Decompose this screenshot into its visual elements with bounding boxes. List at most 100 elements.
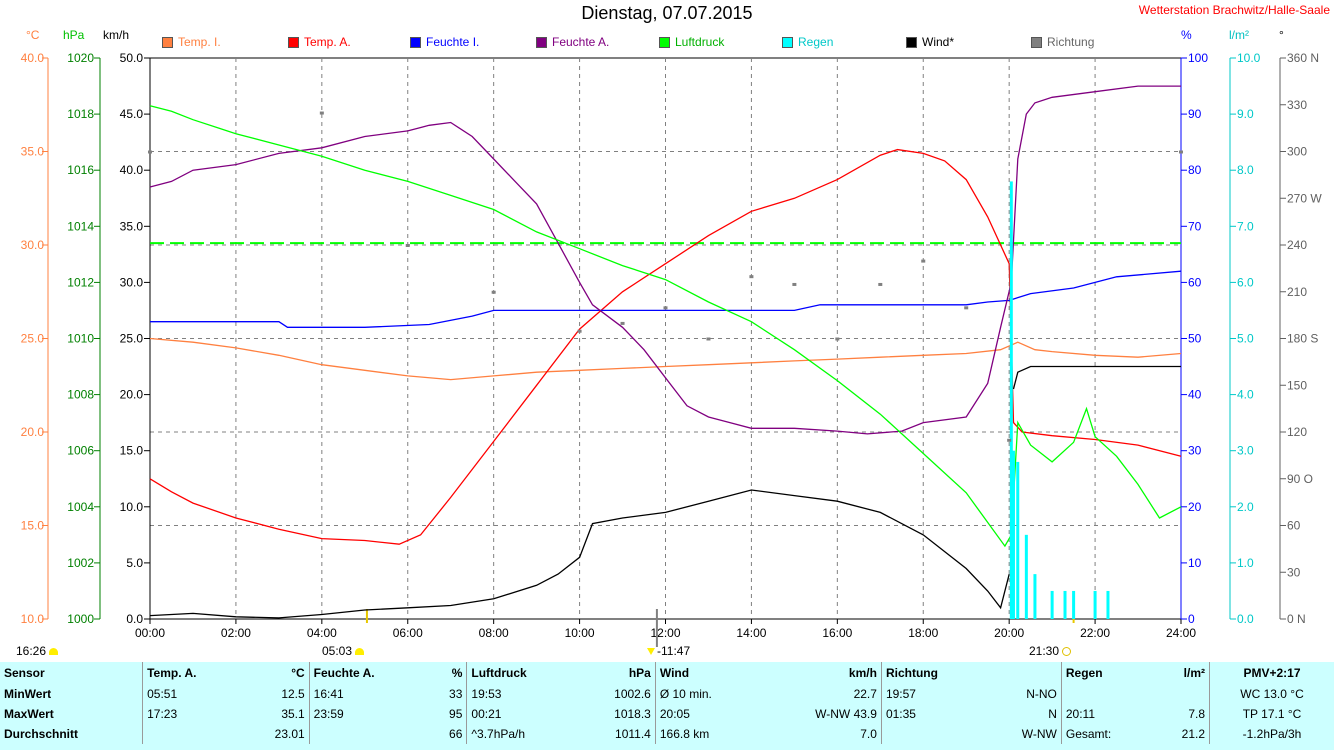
y-tick-label: 25.0 — [120, 332, 144, 346]
humidity-unit: % — [1181, 28, 1192, 42]
rain-bar — [1072, 590, 1076, 619]
y-tick-label: 80 — [1188, 163, 1202, 177]
table-cell: 21.2 — [1181, 727, 1205, 741]
series-line — [150, 270, 1182, 328]
table-row: MinWert 05:51 12.5 16:41 33 19:53 1002.6… — [0, 684, 1334, 704]
y-tick-label: 210 — [1287, 285, 1307, 299]
x-tick-label: 04:00 — [307, 626, 337, 640]
legend-swatch — [410, 36, 421, 48]
y-tick-label: 60 — [1287, 519, 1301, 533]
rain-bar — [1016, 461, 1020, 619]
table-cell: 23:59 — [308, 704, 430, 724]
y-tick-label: 2.0 — [1237, 500, 1254, 514]
moon-icon — [49, 648, 59, 656]
table-cell: 16:41 — [308, 684, 430, 704]
y-tick-label: 40.0 — [21, 51, 45, 65]
y-tick-label: 1002 — [67, 556, 94, 570]
x-tick-label: 14:00 — [736, 626, 766, 640]
y-tick-label: 70 — [1188, 219, 1202, 233]
y-tick-label: 1014 — [67, 219, 94, 233]
legend-swatch — [906, 36, 917, 48]
y-tick-label: 1004 — [67, 500, 94, 514]
table-cell: 19:57 — [880, 684, 986, 704]
direction-mark — [319, 111, 324, 115]
y-tick-label: 120 — [1287, 425, 1307, 439]
x-tick-label: 18:00 — [908, 626, 938, 640]
legend-label: Feuchte I. — [426, 35, 480, 49]
table-header-cell: Luftdruck — [466, 662, 578, 684]
table-cell: 7.8 — [1188, 707, 1205, 721]
y-tick-label: 30 — [1188, 444, 1202, 458]
table-header-cell: Feuchte A. — [308, 662, 430, 684]
y-tick-label: 30 — [1287, 565, 1301, 579]
table-header-cell — [986, 662, 1061, 684]
table-cell — [1060, 684, 1155, 704]
table-header-cell: l/m² — [1183, 666, 1205, 680]
y-tick-label: 1008 — [67, 388, 94, 402]
table-header-cell: hPa — [628, 666, 651, 680]
table-header-cell: PMV+2:17 — [1209, 662, 1334, 684]
y-tick-label: 10.0 — [21, 612, 45, 626]
legend-item: Regen — [782, 35, 833, 49]
direction-mark — [491, 290, 496, 294]
table-cell: -1.2hPa/3h — [1209, 724, 1334, 744]
station-name: Wetterstation Brachwitz/Halle-Saale — [1138, 3, 1330, 17]
y-tick-label: 60 — [1188, 275, 1202, 289]
table-header-cell: Richtung — [880, 662, 986, 684]
legend-item: Feuchte A. — [536, 35, 609, 49]
chart-axes: 00:00 02:00 04:00 06:00 08:00 10:00 12:00 14:00… — [21, 51, 1322, 647]
y-tick-label: 0 — [1188, 612, 1195, 626]
direction-mark — [878, 282, 883, 286]
y-tick-label: 50 — [1188, 332, 1202, 346]
legend-swatch — [288, 36, 299, 48]
legend-swatch — [782, 36, 793, 48]
y-tick-label: 9.0 — [1237, 107, 1254, 121]
table-header-cell: Regen — [1060, 662, 1155, 684]
direction-mark — [1007, 438, 1012, 442]
table-cell: 22.7 — [853, 687, 877, 701]
legend-item: Luftdruck — [659, 35, 724, 49]
weather-chart: 00:00 02:00 04:00 06:00 08:00 10:00 12:00 14:00… — [21, 51, 1322, 647]
legend-swatch — [162, 36, 173, 48]
direction-mark — [835, 337, 840, 341]
table-cell: 1002.6 — [614, 687, 651, 701]
table-cell: WC 13.0 °C — [1209, 684, 1334, 704]
y-tick-label: 15.0 — [120, 444, 144, 458]
legend-item: Feuchte I. — [410, 35, 479, 49]
legend-label: Richtung — [1047, 35, 1095, 49]
table-cell — [880, 724, 986, 744]
y-tick-label: 35.0 — [120, 219, 144, 233]
y-tick-label: 7.0 — [1237, 219, 1254, 233]
table-cell: 1011.4 — [615, 727, 651, 741]
y-tick-label: 8.0 — [1237, 163, 1254, 177]
table-cell: 33 — [449, 687, 463, 701]
y-tick-label: 180 S — [1287, 332, 1318, 346]
y-tick-label: 4.0 — [1237, 388, 1254, 402]
table-cell: N — [1048, 707, 1057, 721]
rain-bar — [1024, 534, 1028, 619]
table-cell — [142, 724, 243, 744]
y-tick-label: 10.0 — [1237, 51, 1261, 65]
y-tick-label: 3.0 — [1237, 444, 1254, 458]
pressure-unit: hPa — [63, 28, 85, 42]
y-tick-label: 330 — [1287, 98, 1307, 112]
table-cell: 66 — [449, 727, 463, 741]
table-row: MaxWert 17:23 35.1 23:59 95 00:21 1018.3… — [0, 704, 1334, 724]
table-cell: Durchschnitt — [4, 727, 79, 741]
y-tick-label: 6.0 — [1237, 275, 1254, 289]
table-cell: Gesamt: — [1060, 724, 1155, 744]
noon-time: -11:47 — [647, 644, 690, 658]
table-cell: 35.1 — [281, 707, 305, 721]
chart-series — [148, 85, 1183, 620]
sunset-icon — [1062, 647, 1072, 657]
table-header-cell: Sensor — [4, 666, 45, 680]
stats-table: Sensor Temp. A. °C Feuchte A. % Luftdruc… — [0, 662, 1334, 750]
table-cell: 05:51 — [142, 684, 243, 704]
y-tick-label: 360 N — [1287, 51, 1319, 65]
table-cell: W-NW — [1021, 727, 1057, 741]
table-cell — [1154, 684, 1209, 704]
y-tick-label: 30.0 — [21, 238, 45, 252]
legend-item: Richtung — [1031, 35, 1094, 49]
y-tick-label: 1.0 — [1237, 556, 1254, 570]
y-tick-label: 1020 — [67, 51, 94, 65]
